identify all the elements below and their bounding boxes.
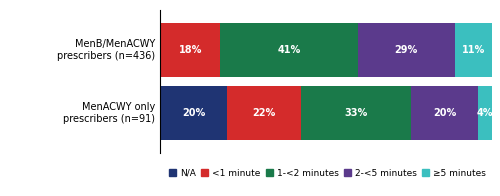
Bar [300,86,412,140]
Text: 22%: 22% [252,108,276,118]
Bar [227,86,300,140]
Bar [160,86,227,140]
Text: 18%: 18% [178,45,202,55]
Text: 29%: 29% [394,45,418,55]
Bar [411,86,478,140]
Bar [160,23,220,77]
Text: 33%: 33% [344,108,368,118]
Text: 20%: 20% [182,108,205,118]
Bar [478,86,492,140]
Bar [220,23,358,77]
Text: 20%: 20% [433,108,456,118]
Text: 11%: 11% [462,45,485,55]
Legend: N/A, <1 minute, 1-<2 minutes, 2-<5 minutes, ≥5 minutes: N/A, <1 minute, 1-<2 minutes, 2-<5 minut… [169,169,486,178]
Text: 4%: 4% [476,108,493,118]
Bar [455,23,492,77]
Bar [358,23,455,77]
Text: 41%: 41% [278,45,300,55]
